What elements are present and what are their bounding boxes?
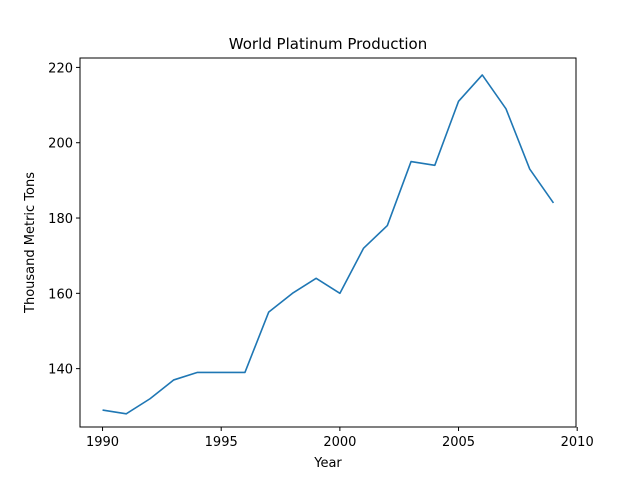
plot-area bbox=[102, 74, 555, 415]
x-tick-label: 2010 bbox=[561, 435, 594, 450]
x-axis-label: Year bbox=[313, 456, 342, 471]
chart-title: World Platinum Production bbox=[229, 35, 427, 53]
x-tick-label: 1995 bbox=[205, 435, 238, 450]
y-axis-label: Thousand Metric Tons bbox=[23, 172, 38, 314]
x-tick-label: 1990 bbox=[86, 435, 119, 450]
y-axis: 140 160 180 200 220 bbox=[48, 61, 80, 378]
x-tick-label: 2005 bbox=[442, 435, 475, 450]
x-axis: 1990 1995 2000 2005 2010 bbox=[86, 427, 594, 450]
y-tick-label: 220 bbox=[48, 61, 73, 76]
y-tick-label: 180 bbox=[48, 212, 73, 227]
y-tick-label: 160 bbox=[48, 287, 73, 302]
y-tick-label: 200 bbox=[48, 137, 73, 152]
series-line bbox=[102, 74, 555, 415]
y-tick-label: 140 bbox=[48, 363, 73, 378]
x-tick-label: 2000 bbox=[323, 435, 356, 450]
plot-frame bbox=[79, 57, 577, 428]
